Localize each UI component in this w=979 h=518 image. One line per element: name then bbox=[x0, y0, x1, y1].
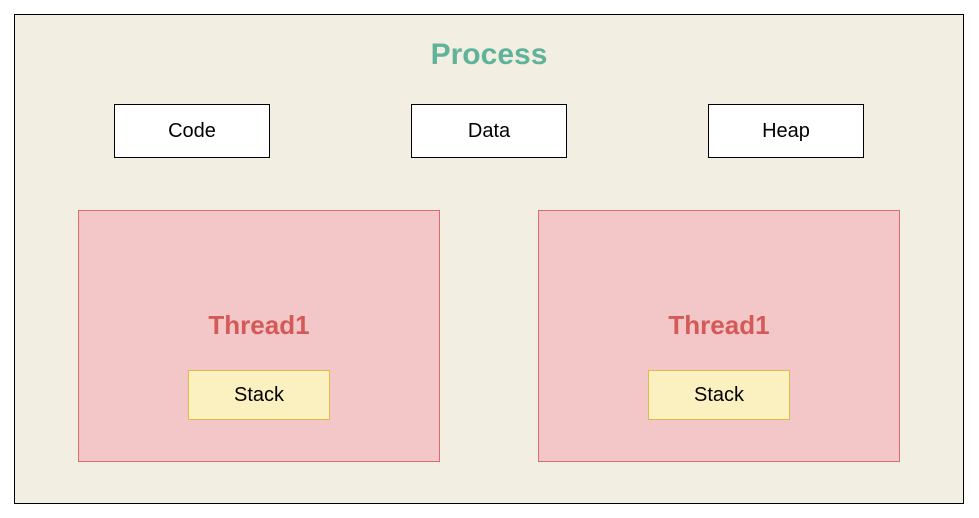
segment-data-label: Data bbox=[468, 120, 510, 143]
thread-title-1: Thread1 bbox=[538, 310, 900, 341]
stack-label-0: Stack bbox=[234, 384, 284, 407]
stack-label-1: Stack bbox=[694, 384, 744, 407]
segment-heap: Heap bbox=[708, 104, 864, 158]
segment-heap-label: Heap bbox=[762, 120, 810, 143]
process-title: Process bbox=[0, 38, 978, 72]
stack-box-1: Stack bbox=[648, 370, 790, 420]
stack-box-0: Stack bbox=[188, 370, 330, 420]
segment-data: Data bbox=[411, 104, 567, 158]
thread-title-0: Thread1 bbox=[78, 310, 440, 341]
segment-code: Code bbox=[114, 104, 270, 158]
segment-code-label: Code bbox=[168, 120, 216, 143]
